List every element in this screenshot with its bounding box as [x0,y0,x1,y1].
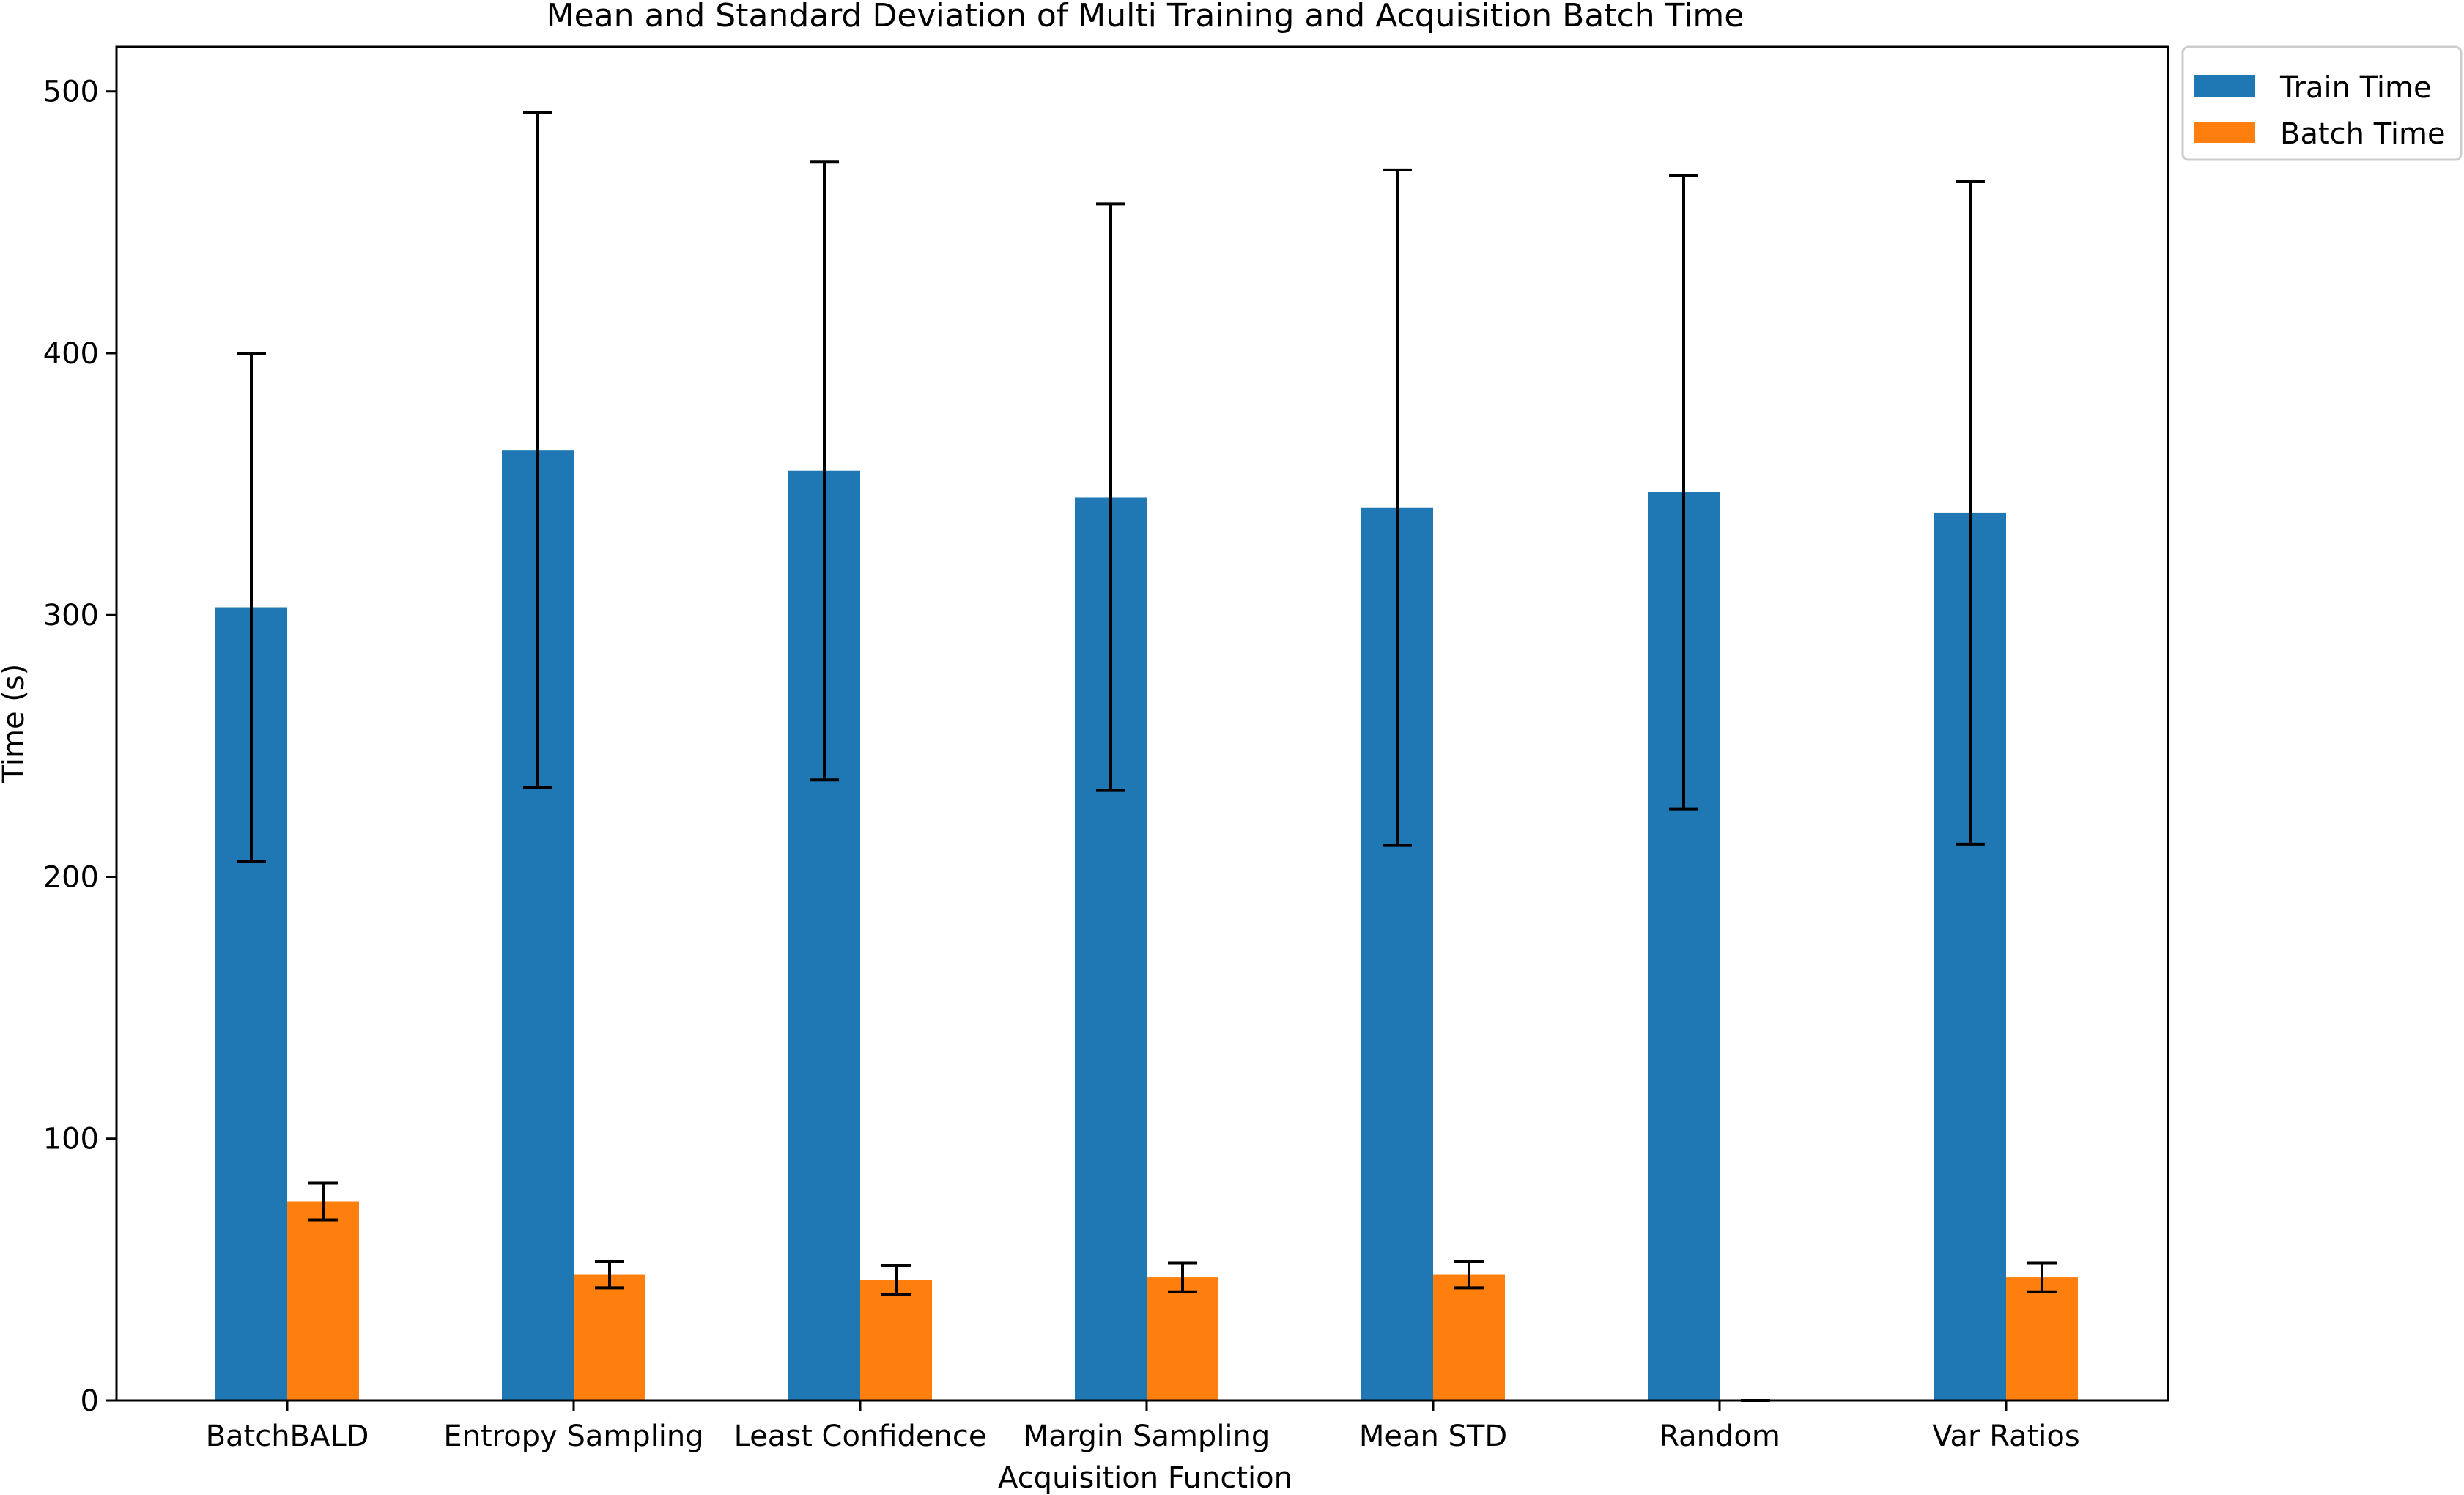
x-tick-label: Var Ratios [1932,1420,2079,1453]
x-axis: BatchBALD Entropy Sampling Least Confidenc… [206,1400,2080,1453]
bar-batch-time [1433,1274,1505,1400]
bar-batch-time [1147,1277,1218,1400]
bar-batch-time [2006,1277,2078,1400]
y-tick-label: 400 [43,337,99,371]
x-tick-label: Mean STD [1359,1420,1507,1453]
y-axis-label: Time (s) [0,664,31,784]
y-tick-label: 100 [43,1123,99,1156]
y-tick-label: 0 [81,1384,99,1418]
chart-title: Mean and Standard Deviation of Multi Tra… [547,0,1745,34]
errorbars-layer [237,111,2057,1402]
x-tick-label: Margin Sampling [1024,1420,1270,1453]
y-tick-label: 300 [43,599,99,632]
x-tick-label: Random [1659,1420,1780,1453]
legend-swatch-batch-time [2194,122,2255,143]
legend: Train Time Batch Time [2181,45,2463,161]
x-axis-label: Acquisition Function [998,1461,1292,1495]
plot-frame [115,45,2169,1402]
x-tick-label: Entropy Sampling [443,1420,703,1453]
legend-label-batch-time: Batch Time [2280,117,2446,151]
x-tick-label: BatchBALD [206,1420,369,1453]
bar-batch-time [574,1274,645,1400]
bar-batch-time [287,1201,359,1400]
y-tick-label: 500 [43,75,99,109]
y-axis: 0 100 200 300 400 500 [43,75,116,1418]
legend-swatch-train-time [2194,75,2255,97]
y-tick-label: 200 [43,860,99,894]
x-tick-label: Least Confidence [734,1420,987,1453]
legend-label-train-time: Train Time [2279,71,2432,105]
bar-batch-time [860,1280,932,1400]
